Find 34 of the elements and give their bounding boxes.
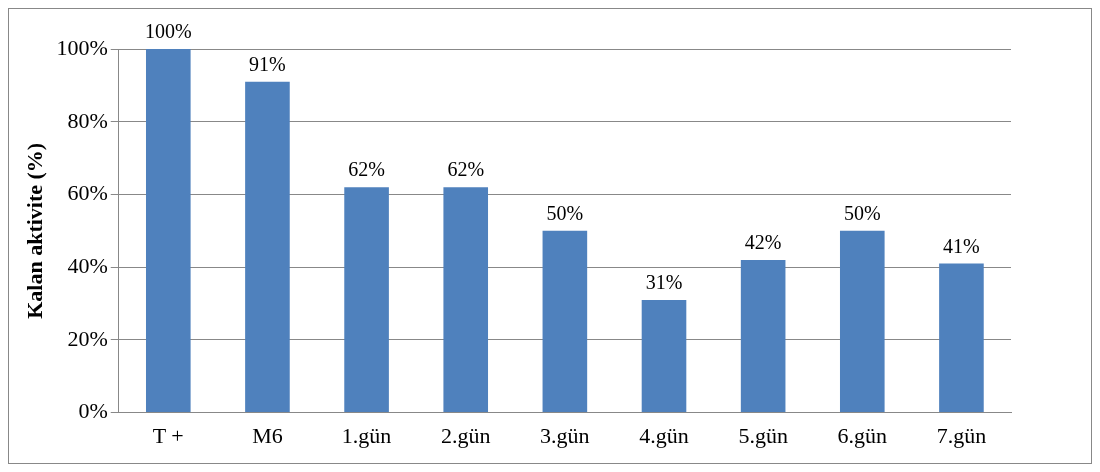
y-tick-label: 60%: [67, 180, 108, 206]
x-tick-label: 6.gün: [837, 422, 888, 448]
bar: [939, 263, 984, 413]
x-tick-label: 2.gün: [440, 422, 491, 448]
bar: [839, 230, 885, 413]
x-tick-label: 7.gün: [936, 422, 987, 448]
y-tick-label: 80%: [67, 107, 108, 133]
bar: [542, 230, 588, 413]
y-axis-title: Kalan aktivite (%): [21, 142, 47, 319]
x-tick-label: 4.gün: [639, 422, 689, 448]
x-tick-label: 5.gün: [738, 422, 788, 448]
bar: [641, 299, 687, 413]
data-label: 62%: [447, 158, 485, 181]
data-label: 31%: [645, 271, 683, 294]
y-tick-label: 0%: [78, 398, 108, 424]
data-label: 50%: [843, 202, 881, 225]
y-tick-label: 40%: [67, 252, 108, 278]
data-label: 100%: [144, 20, 192, 43]
bar: [740, 259, 786, 413]
bar: [145, 49, 191, 413]
bar: [443, 187, 489, 413]
data-label: 62%: [348, 158, 385, 181]
bar: [344, 187, 389, 413]
data-label: 50%: [546, 202, 584, 225]
x-tick-label: M6: [252, 422, 283, 448]
data-label: 41%: [943, 234, 980, 257]
data-label: 42%: [744, 231, 782, 254]
x-tick-label: 1.gün: [341, 422, 392, 448]
y-tick-label: 20%: [67, 325, 108, 351]
x-tick-label: T +: [152, 422, 184, 448]
y-tick-label: 100%: [56, 34, 108, 60]
x-tick-label: 3.gün: [540, 422, 590, 448]
data-label: 91%: [249, 52, 286, 75]
bar: [245, 81, 290, 413]
